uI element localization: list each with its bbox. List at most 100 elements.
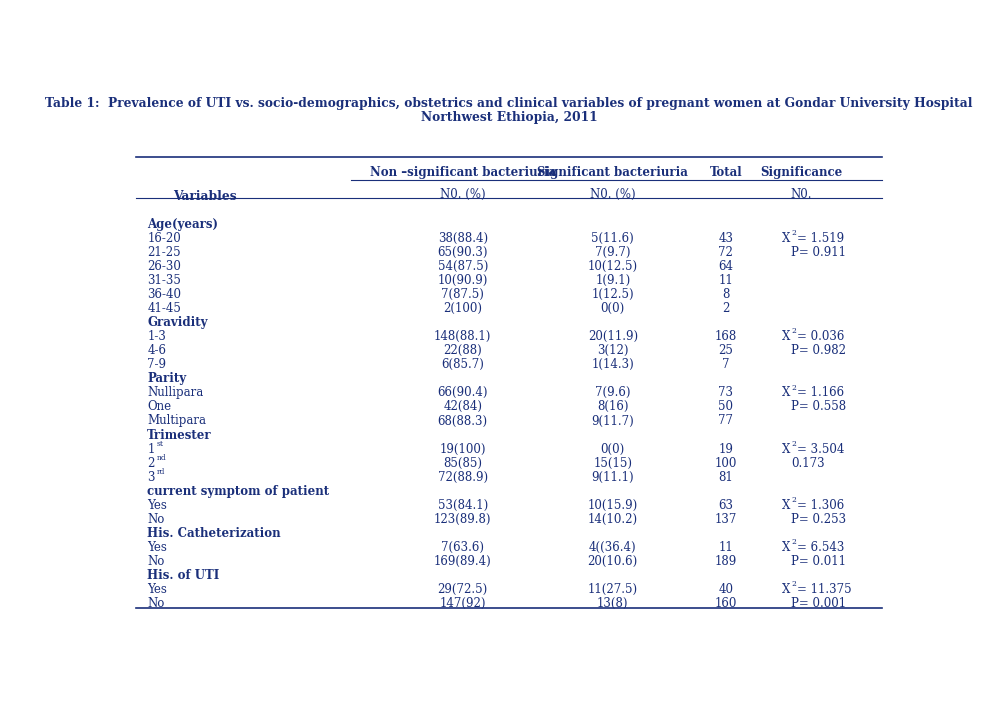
Text: 10(12.5): 10(12.5) bbox=[588, 260, 638, 273]
Text: 1: 1 bbox=[147, 443, 155, 455]
Text: 73: 73 bbox=[718, 386, 734, 400]
Text: 147(92): 147(92) bbox=[440, 597, 486, 610]
Text: 137: 137 bbox=[715, 513, 737, 526]
Text: Yes: Yes bbox=[147, 541, 167, 554]
Text: = 11.375: = 11.375 bbox=[796, 583, 851, 596]
Text: 5(11.6): 5(11.6) bbox=[592, 232, 635, 245]
Text: Variables: Variables bbox=[173, 190, 236, 203]
Text: 25: 25 bbox=[719, 345, 734, 358]
Text: = 0.036: = 0.036 bbox=[796, 330, 844, 343]
Text: 3: 3 bbox=[147, 470, 155, 483]
Text: current symptom of patient: current symptom of patient bbox=[147, 485, 330, 498]
Text: 9(11.1): 9(11.1) bbox=[592, 470, 635, 483]
Text: 19: 19 bbox=[719, 443, 734, 455]
Text: No: No bbox=[147, 513, 165, 526]
Text: Multipara: Multipara bbox=[147, 415, 207, 428]
Text: 7(9.6): 7(9.6) bbox=[595, 386, 631, 400]
Text: 65(90.3): 65(90.3) bbox=[438, 246, 488, 259]
Text: 11: 11 bbox=[719, 541, 733, 554]
Text: 40: 40 bbox=[718, 583, 734, 596]
Text: 7(9.7): 7(9.7) bbox=[595, 246, 631, 259]
Text: Parity: Parity bbox=[147, 373, 187, 385]
Text: No: No bbox=[147, 555, 165, 568]
Text: Age(years): Age(years) bbox=[147, 218, 218, 231]
Text: 123(89.8): 123(89.8) bbox=[434, 513, 492, 526]
Text: P= 0.001: P= 0.001 bbox=[791, 597, 846, 610]
Text: 81: 81 bbox=[719, 470, 733, 483]
Text: 26-30: 26-30 bbox=[147, 260, 181, 273]
Text: 21-25: 21-25 bbox=[147, 246, 181, 259]
Text: 10(90.9): 10(90.9) bbox=[438, 274, 488, 287]
Text: 0(0): 0(0) bbox=[601, 443, 625, 455]
Text: 29(72.5): 29(72.5) bbox=[438, 583, 488, 596]
Text: Gravidity: Gravidity bbox=[147, 316, 208, 329]
Text: rd: rd bbox=[157, 468, 165, 476]
Text: nd: nd bbox=[157, 455, 166, 463]
Text: 169(89.4): 169(89.4) bbox=[434, 555, 492, 568]
Text: 8(16): 8(16) bbox=[597, 400, 629, 413]
Text: 72: 72 bbox=[719, 246, 734, 259]
Text: 10(15.9): 10(15.9) bbox=[588, 499, 638, 512]
Text: 2: 2 bbox=[791, 327, 796, 335]
Text: 8: 8 bbox=[722, 288, 730, 301]
Text: Yes: Yes bbox=[147, 583, 167, 596]
Text: 189: 189 bbox=[715, 555, 737, 568]
Text: 13(8): 13(8) bbox=[597, 597, 629, 610]
Text: One: One bbox=[147, 400, 172, 413]
Text: 63: 63 bbox=[718, 499, 734, 512]
Text: 77: 77 bbox=[718, 415, 734, 428]
Text: Non –significant bacteriuria: Non –significant bacteriuria bbox=[369, 166, 556, 179]
Text: 4((36.4): 4((36.4) bbox=[589, 541, 637, 554]
Text: 41-45: 41-45 bbox=[147, 302, 181, 315]
Text: X: X bbox=[782, 583, 790, 596]
Text: 72(88.9): 72(88.9) bbox=[438, 470, 488, 483]
Text: = 1.166: = 1.166 bbox=[796, 386, 844, 400]
Text: Significance: Significance bbox=[761, 166, 842, 179]
Text: P= 0.982: P= 0.982 bbox=[791, 345, 846, 358]
Text: 11(27.5): 11(27.5) bbox=[588, 583, 638, 596]
Text: 42(84): 42(84) bbox=[443, 400, 483, 413]
Text: X: X bbox=[782, 232, 790, 245]
Text: 2: 2 bbox=[722, 302, 730, 315]
Text: P= 0.558: P= 0.558 bbox=[791, 400, 846, 413]
Text: 1(14.3): 1(14.3) bbox=[592, 358, 635, 371]
Text: 2: 2 bbox=[147, 457, 155, 470]
Text: = 1.519: = 1.519 bbox=[796, 232, 844, 245]
Text: 7-9: 7-9 bbox=[147, 358, 166, 371]
Text: X: X bbox=[782, 330, 790, 343]
Text: 15(15): 15(15) bbox=[593, 457, 633, 470]
Text: 2: 2 bbox=[791, 440, 796, 448]
Text: Northwest Ethiopia, 2011: Northwest Ethiopia, 2011 bbox=[421, 111, 597, 124]
Text: 11: 11 bbox=[719, 274, 733, 287]
Text: 3(12): 3(12) bbox=[597, 345, 629, 358]
Text: 14(10.2): 14(10.2) bbox=[588, 513, 638, 526]
Text: 0(0): 0(0) bbox=[601, 302, 625, 315]
Text: His. of UTI: His. of UTI bbox=[147, 569, 219, 582]
Text: His. Catheterization: His. Catheterization bbox=[147, 527, 281, 540]
Text: 7(63.6): 7(63.6) bbox=[441, 541, 485, 554]
Text: 148(88.1): 148(88.1) bbox=[434, 330, 492, 343]
Text: 38(88.4): 38(88.4) bbox=[438, 232, 488, 245]
Text: N0.: N0. bbox=[790, 187, 812, 201]
Text: Trimester: Trimester bbox=[147, 428, 212, 442]
Text: P= 0.911: P= 0.911 bbox=[791, 246, 846, 259]
Text: 16-20: 16-20 bbox=[147, 232, 181, 245]
Text: 20(11.9): 20(11.9) bbox=[588, 330, 638, 343]
Text: X: X bbox=[782, 541, 790, 554]
Text: N0. (%): N0. (%) bbox=[440, 187, 486, 201]
Text: 54(87.5): 54(87.5) bbox=[438, 260, 488, 273]
Text: 7(87.5): 7(87.5) bbox=[441, 288, 485, 301]
Text: 168: 168 bbox=[715, 330, 737, 343]
Text: X: X bbox=[782, 443, 790, 455]
Text: 1(9.1): 1(9.1) bbox=[595, 274, 631, 287]
Text: 4-6: 4-6 bbox=[147, 345, 166, 358]
Text: = 6.543: = 6.543 bbox=[796, 541, 844, 554]
Text: 2: 2 bbox=[791, 580, 796, 588]
Text: 85(85): 85(85) bbox=[443, 457, 483, 470]
Text: 68(88.3): 68(88.3) bbox=[438, 415, 488, 428]
Text: N0. (%): N0. (%) bbox=[590, 187, 636, 201]
Text: 22(88): 22(88) bbox=[443, 345, 483, 358]
Text: X: X bbox=[782, 499, 790, 512]
Text: st: st bbox=[157, 440, 164, 448]
Text: 64: 64 bbox=[718, 260, 734, 273]
